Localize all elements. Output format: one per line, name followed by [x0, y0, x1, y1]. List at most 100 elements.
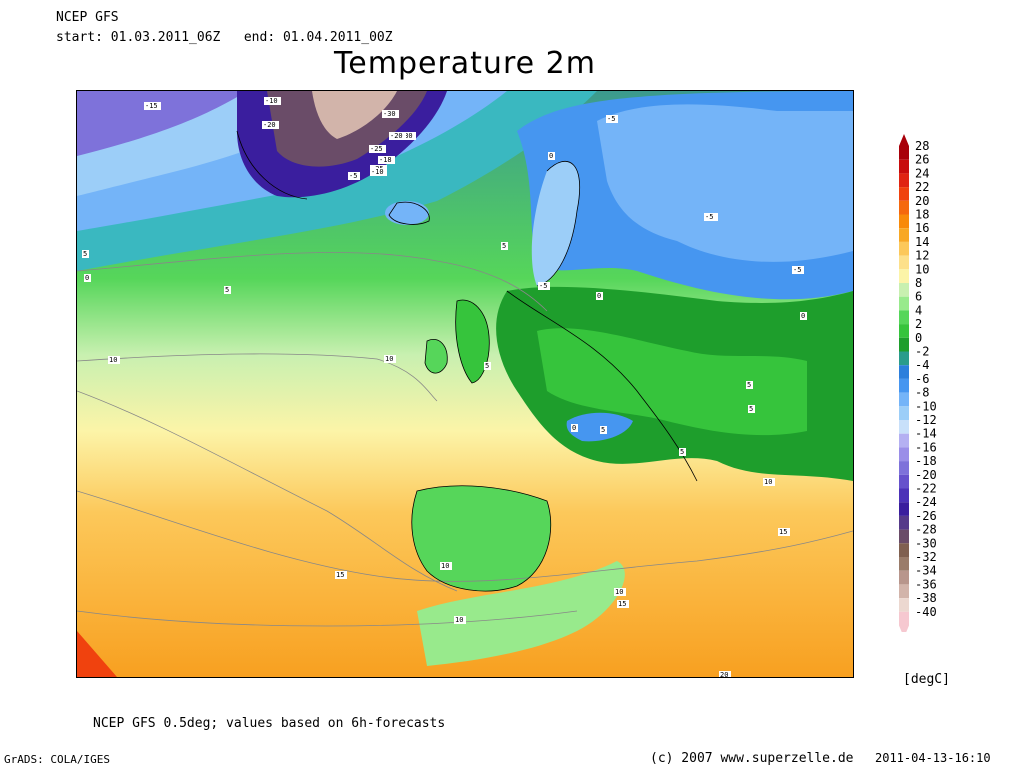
- colorbar-swatch: [899, 310, 909, 325]
- temperature-map: -15-10-20-25-30-30-20-25-18-10-5-5-505-5…: [76, 90, 854, 678]
- contour-label: -10: [371, 168, 384, 176]
- contour-label-bg: [224, 286, 231, 294]
- colorbar-label: 18: [915, 208, 929, 222]
- colorbar-swatch: [899, 351, 909, 366]
- contour-label: 5: [680, 448, 684, 456]
- contour-label-bg: [571, 424, 578, 432]
- contour-label-bg: [440, 562, 452, 570]
- colorbar-swatch: [899, 488, 909, 503]
- contour-label-bg: [614, 588, 626, 596]
- contour-label-bg: [484, 362, 491, 370]
- colorbar-swatch: [899, 159, 909, 174]
- colorbar-label: -20: [915, 468, 937, 482]
- colorbar-label: -34: [915, 564, 937, 578]
- contour-label: 10: [455, 616, 463, 624]
- contour-label: 10: [385, 355, 393, 363]
- colorbar-label: -14: [915, 427, 937, 441]
- contour-label-bg: [262, 121, 279, 129]
- colorbar-label: -38: [915, 591, 937, 605]
- model-name: NCEP GFS: [56, 10, 119, 25]
- contour-label: 20: [720, 671, 728, 677]
- colorbar-label: -30: [915, 536, 937, 550]
- colorbar-label: 20: [915, 194, 929, 208]
- contour-label-bg: [108, 356, 120, 364]
- contour-label: -5: [539, 282, 547, 290]
- contour-label: 5: [747, 381, 751, 389]
- unit-label: [degC]: [903, 672, 950, 687]
- contour-label: -5: [349, 172, 357, 180]
- contour-label-bg: [454, 616, 466, 624]
- contour-label: 0: [572, 424, 576, 432]
- contour-label-bg: [378, 156, 395, 164]
- colorbar-label: 14: [915, 235, 929, 249]
- colorbar-label: -12: [915, 413, 937, 427]
- contour-label: -20: [390, 132, 403, 140]
- colorbar-label: 2: [915, 317, 922, 331]
- colorbar-swatch: [899, 187, 909, 201]
- colorbar-label: -10: [915, 399, 937, 413]
- contour-label-bg: [369, 145, 386, 153]
- contour-label: 5: [485, 362, 489, 370]
- contour-label: -5: [705, 213, 713, 221]
- colorbar-label: 28: [915, 139, 929, 153]
- colorbar-swatch: [899, 255, 909, 270]
- colorbar-swatch: [899, 324, 909, 338]
- contour-label-bg: [800, 312, 807, 320]
- contour-label-bg: [606, 115, 618, 123]
- colorbar-label: -40: [915, 605, 937, 619]
- north-africa-atlas: [417, 561, 625, 666]
- colorbar-swatch: [899, 502, 909, 516]
- colorbar-label: -22: [915, 482, 937, 496]
- colorbar-label: -6: [915, 372, 929, 386]
- cold-band-20: [77, 91, 247, 156]
- contour-label: 0: [85, 274, 89, 282]
- contour-label-bg: [548, 152, 555, 160]
- contour-label-bg: [335, 571, 347, 579]
- contour-label: -25: [370, 145, 383, 153]
- contour-label-bg: [679, 448, 686, 456]
- colorbar-label: -8: [915, 386, 929, 400]
- colorbar-swatch: [899, 241, 909, 256]
- software-credit: GrADS: COLA/IGES: [4, 753, 110, 766]
- contour-label-bg: [501, 242, 508, 250]
- contour-label-bg: [617, 600, 629, 608]
- contour-label: 0: [549, 152, 553, 160]
- norway-mountains: [531, 161, 580, 286]
- contour-label: 10: [764, 478, 772, 486]
- colorbar-swatch: [899, 543, 909, 557]
- contour-label: -15: [145, 102, 158, 110]
- colorbar-swatch: [899, 447, 909, 462]
- contour-label-bg: [389, 132, 406, 140]
- colorbar-swatch: [899, 365, 909, 379]
- contour-label: 5: [225, 286, 229, 294]
- contour-label: 10: [615, 588, 623, 596]
- colorbar-swatch: [899, 420, 909, 434]
- colorbar-label: 10: [915, 262, 929, 276]
- colorbar-top-arrow: [899, 134, 909, 146]
- colorbar-swatch: [899, 515, 909, 530]
- map-title: Temperature 2m: [334, 46, 596, 81]
- copyright: (c) 2007 www.superzelle.de: [650, 751, 854, 766]
- colorbar-label: 6: [915, 290, 922, 304]
- colorbar-swatch: [899, 557, 909, 571]
- colorbar-label: 16: [915, 221, 929, 235]
- isotherms: [77, 252, 853, 627]
- contour-label: 5: [502, 242, 506, 250]
- greenland-summit: [312, 91, 397, 139]
- colorbar-label: -2: [915, 345, 929, 359]
- colorbar-swatch: [899, 269, 909, 283]
- colorbar-swatch: [899, 228, 909, 242]
- colorbar-label: 0: [915, 331, 922, 345]
- contour-label: -20: [263, 121, 276, 129]
- colorbar-swatch: [899, 214, 909, 229]
- colorbar-swatch: [899, 474, 909, 489]
- colorbar-label: -36: [915, 577, 937, 591]
- colorbar-label: -28: [915, 523, 937, 537]
- data-note: NCEP GFS 0.5deg; values based on 6h-fore…: [93, 716, 446, 731]
- colorbar-swatch: [899, 392, 909, 407]
- contour-label: -30: [383, 110, 396, 118]
- map-canvas: -15-10-20-25-30-30-20-25-18-10-5-5-505-5…: [77, 91, 853, 677]
- contour-label-bg: [144, 102, 161, 110]
- ireland: [425, 339, 448, 374]
- contour-label: -5: [793, 266, 801, 274]
